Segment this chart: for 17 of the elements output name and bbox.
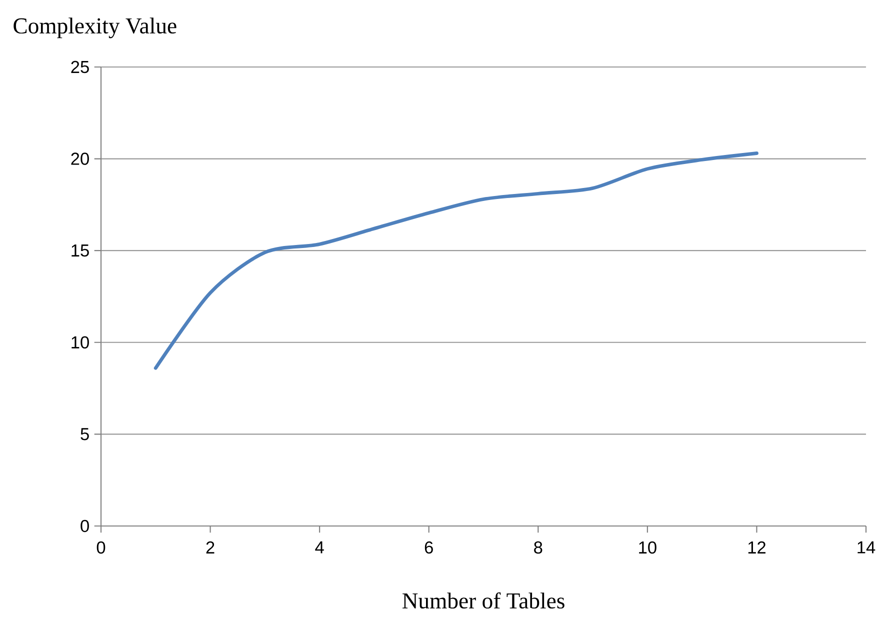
x-tick-label: 12 (748, 541, 766, 554)
y-tick-label: 10 (72, 336, 89, 349)
y-tick-label: 5 (80, 428, 89, 440)
x-tick-label: 14 (858, 541, 876, 554)
x-axis-title: Number of Tables (402, 592, 564, 609)
x-tick-label: 6 (424, 541, 433, 554)
y-tick-label: 20 (71, 152, 89, 165)
y-axis-title: Complexity Value (14, 18, 176, 38)
line-series (154, 152, 758, 370)
x-tick-label: 2 (206, 541, 214, 554)
y-tick-label: 0 (80, 520, 89, 532)
y-tick-label: 15 (72, 244, 89, 257)
x-tick-label: 4 (315, 541, 324, 554)
y-tick-label: 25 (71, 60, 89, 74)
x-tick-label: 10 (639, 541, 656, 554)
x-tick-label: 0 (96, 541, 106, 554)
x-tick-label: 8 (534, 541, 542, 554)
